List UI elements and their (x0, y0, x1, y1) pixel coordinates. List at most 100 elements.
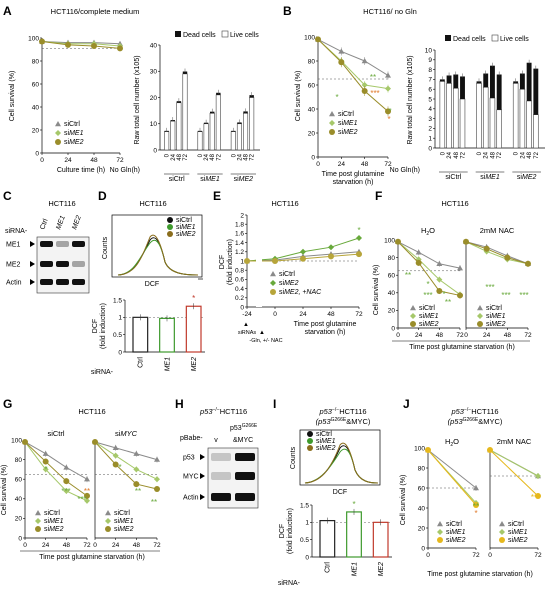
blot-column-label: ME2 (71, 215, 83, 231)
blot-band (56, 241, 69, 247)
data-point (338, 59, 345, 66)
legend-dead-label: Dead cells (453, 36, 486, 43)
significance-star: * (474, 509, 477, 518)
y-tick-label: 6 (428, 87, 432, 94)
blot-row-label: p53 (183, 455, 195, 462)
data-point (112, 461, 119, 468)
y-tick-label: 100 (304, 34, 315, 41)
legend-label: siME1 (486, 313, 506, 320)
sirna-label: siRNA- (278, 580, 301, 587)
x-tick-label: 48 (133, 542, 141, 549)
histogram-curve (117, 239, 199, 276)
data-point (42, 450, 49, 456)
legend-marker (499, 529, 505, 535)
significance-star: ** (531, 493, 537, 502)
bar-live (236, 123, 242, 151)
x-tick-label: 0 (273, 311, 277, 318)
y-tick-label: 1.5 (113, 297, 122, 304)
y-tick-label: 100 (28, 35, 39, 42)
y-tick-label: 40 (308, 106, 316, 113)
series-line (94, 441, 158, 480)
series-line (317, 39, 389, 90)
bar-live (533, 114, 539, 149)
bar-dead (490, 65, 495, 99)
significance-star: * (426, 280, 429, 289)
panel-title: 2mM NAC (480, 226, 515, 235)
legend-label: siME1 (338, 120, 358, 127)
blot-arrow (200, 454, 205, 460)
y-tick-label: 0 (18, 535, 22, 542)
bar (185, 305, 202, 353)
y-tick-label: 1.5 (300, 502, 309, 509)
x-tick-label: ME2 (191, 357, 198, 372)
data-point (483, 245, 490, 252)
data-point (117, 45, 123, 52)
x-tick-label: Ctrl (325, 562, 332, 573)
bar-live (197, 131, 203, 151)
data-point (315, 36, 321, 43)
x-tick-label: 72 (461, 151, 467, 158)
data-point (385, 108, 391, 115)
data-point (154, 476, 160, 483)
text-label: Cell survival (%) (9, 71, 16, 122)
blot-band (211, 493, 231, 501)
x-tick-label: 48 (177, 153, 183, 160)
x-tick-label: 24 (204, 153, 210, 160)
x-tick-label: 48 (327, 311, 335, 318)
panel-title: HCT116 (271, 199, 298, 208)
data-point (385, 72, 391, 78)
data-point (473, 485, 479, 491)
data-point (133, 481, 140, 488)
y-tick-label: 40 (388, 290, 396, 297)
x-tick-label: 48 (210, 153, 216, 160)
bar-dead (519, 73, 525, 90)
legend-marker (437, 521, 443, 527)
histogram (299, 429, 381, 486)
blot-arrow (30, 261, 35, 267)
y-tick-label: 80 (388, 255, 396, 262)
series-line (41, 40, 121, 49)
blot-band (235, 493, 255, 501)
y-tick-label: 20 (32, 127, 40, 134)
x-tick-label: 72 (534, 552, 542, 559)
data-point (154, 486, 160, 492)
y-tick-label: 60 (308, 82, 316, 89)
text-label: Time post glutamine starvation (h) (427, 571, 533, 578)
x-tick-label: 48 (90, 157, 98, 164)
series-line (427, 449, 477, 506)
bar-dead (460, 76, 465, 99)
bar-live (489, 97, 496, 149)
legend-marker (307, 438, 313, 444)
data-point (42, 458, 49, 465)
data-point (244, 258, 250, 264)
subpanel-title: siMYC (115, 429, 138, 438)
histogram-frame (299, 429, 381, 486)
blot-band (211, 472, 231, 480)
blot-band (235, 472, 255, 480)
x-tick-label: 0 (165, 153, 171, 157)
legend-label: siME1 (44, 518, 64, 525)
x-tick-label: 24 (415, 332, 423, 339)
legend-live-label: Live cells (500, 36, 529, 43)
bar (159, 317, 175, 353)
x-tick-label: 72 (384, 161, 392, 168)
significance-star: ** (135, 487, 141, 496)
dcf-bar-chart: 0 0.5 1 1.5 Ctrl ME1 ME2 (113, 297, 205, 371)
bar-dead (453, 74, 459, 89)
data-point (300, 255, 306, 262)
bar-live (512, 83, 519, 149)
y-tick-label: 20 (418, 525, 426, 532)
panel-letter: B (283, 4, 292, 18)
legend-marker (55, 121, 61, 127)
panel-title: HCT116 (441, 199, 468, 208)
significance-star: ** (84, 487, 90, 496)
group-label: siME2 (234, 176, 254, 183)
vector-label: v (214, 437, 218, 444)
legend-label: siCtrl (446, 521, 462, 528)
x-tick-label: 72 (524, 332, 532, 339)
panel-title: 2mM NAC (497, 437, 532, 446)
